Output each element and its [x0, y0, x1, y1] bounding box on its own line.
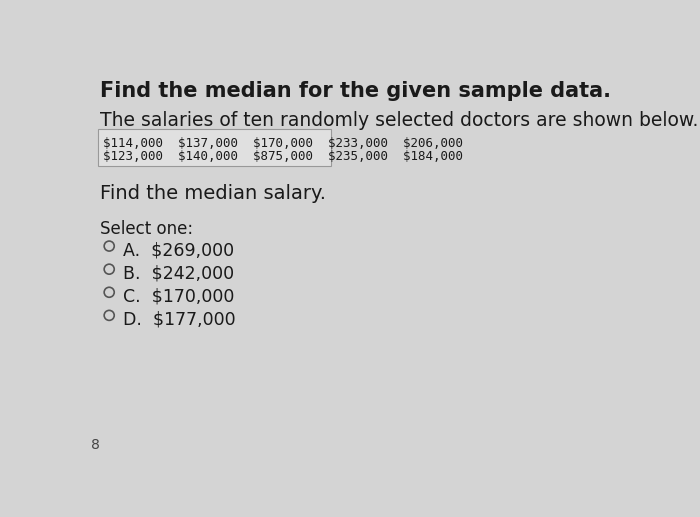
Text: $114,000  $137,000  $170,000  $233,000  $206,000: $114,000 $137,000 $170,000 $233,000 $206…: [103, 136, 463, 150]
Text: 8: 8: [90, 438, 99, 452]
Text: B.  $242,000: B. $242,000: [123, 265, 234, 283]
Text: D.  $177,000: D. $177,000: [123, 311, 236, 329]
Text: Find the median salary.: Find the median salary.: [100, 185, 326, 204]
Text: Find the median for the given sample data.: Find the median for the given sample dat…: [100, 81, 611, 101]
Text: C.  $170,000: C. $170,000: [123, 287, 234, 306]
Text: The salaries of ten randomly selected doctors are shown below.: The salaries of ten randomly selected do…: [100, 111, 699, 130]
Text: $123,000  $140,000  $875,000  $235,000  $184,000: $123,000 $140,000 $875,000 $235,000 $184…: [103, 150, 463, 163]
Text: Select one:: Select one:: [100, 220, 193, 238]
Text: A.  $269,000: A. $269,000: [123, 241, 234, 260]
FancyBboxPatch shape: [98, 129, 331, 166]
